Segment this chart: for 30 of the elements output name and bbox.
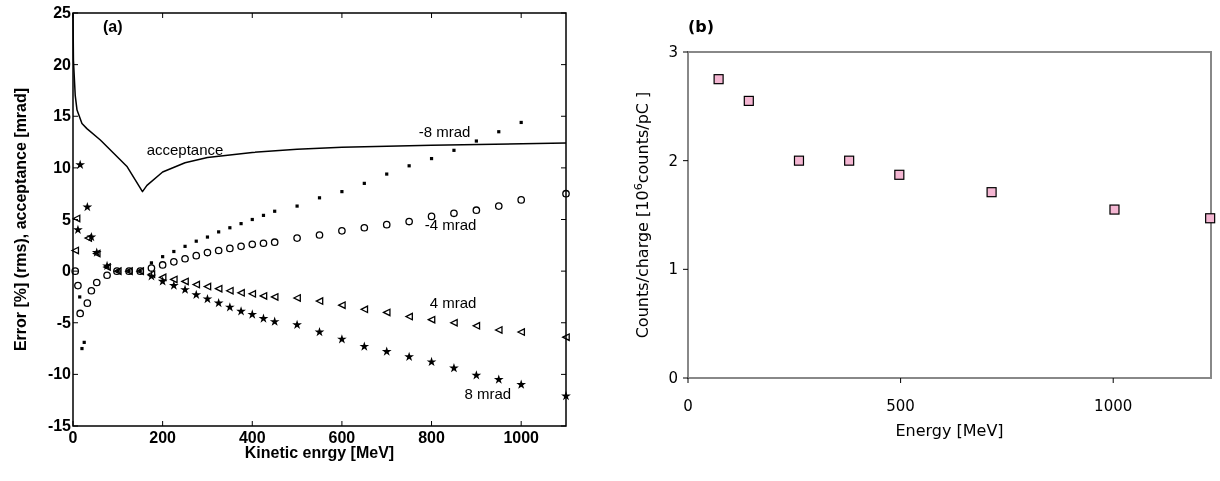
x-tick-label: 600: [328, 429, 356, 446]
chart-title: (a): [103, 18, 123, 35]
series-label: -4 mrad: [424, 216, 477, 234]
y-tick-label: 15: [53, 107, 72, 125]
x-axis-title: Energy [MeV]: [895, 421, 1004, 440]
x-tick-label: 1000: [503, 429, 540, 446]
x-axis-title: Kinetic enrgy [MeV]: [244, 444, 395, 461]
x-tick-label: 200: [149, 429, 177, 446]
y-tick-label: 3: [668, 43, 678, 61]
chart-title: (b): [688, 17, 715, 36]
y-tick-label: 1: [668, 260, 678, 279]
y-tick-label: 20: [53, 55, 72, 73]
y-tick-label: -5: [56, 313, 72, 331]
series-label: 8 mrad: [464, 384, 512, 402]
y-tick-label: 2: [668, 151, 678, 170]
y-tick-label: 0: [668, 369, 678, 387]
y-axis-title: Error [%] (rms), acceptance [mrad]: [12, 87, 29, 352]
series-label: 4 mrad: [429, 293, 477, 311]
x-tick-label: 1000: [1094, 397, 1133, 415]
series-label: acceptance: [146, 140, 224, 158]
y-tick-label: -10: [47, 365, 72, 383]
x-tick-label: 0: [683, 397, 693, 415]
x-tick-label: 500: [886, 397, 915, 415]
series-label: -8 mrad: [418, 123, 471, 141]
y-tick-label: 5: [62, 210, 72, 228]
y-tick-label: 0: [62, 262, 72, 280]
y-tick-label: 25: [53, 4, 72, 21]
x-tick-label: 400: [238, 429, 266, 446]
y-tick-label: 10: [53, 158, 72, 176]
x-tick-label: 800: [418, 429, 445, 446]
